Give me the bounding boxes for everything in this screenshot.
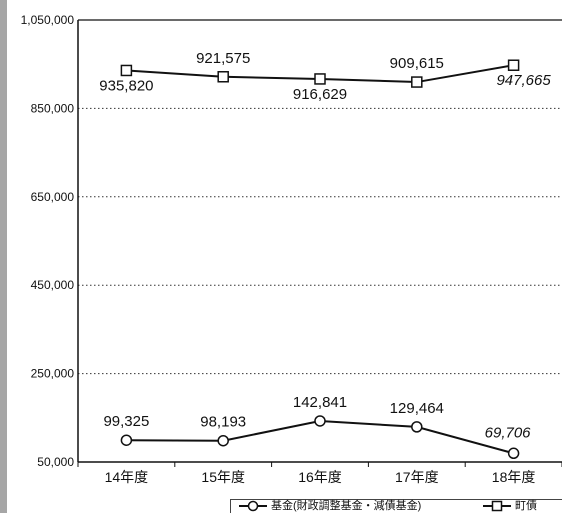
point-1-0	[120, 64, 133, 77]
point-1-4	[507, 59, 520, 71]
point-1-3	[411, 76, 423, 88]
point-0-0	[120, 434, 133, 446]
data-label-1-0: 935,820	[99, 77, 153, 94]
y-tick-label-2: 450,000	[31, 278, 75, 292]
y-tick-label-0: 50,000	[37, 455, 74, 469]
legend: 基金(財政調整基金・減債基金) 町債	[230, 499, 562, 513]
point-0-1	[217, 434, 229, 447]
y-tick-label-1: 250,000	[31, 367, 75, 381]
legend-label-bond: 町債	[515, 500, 537, 512]
data-label-0-3: 129,464	[390, 400, 444, 417]
x-tick-label-0: 14年度	[105, 469, 149, 485]
data-label-0-1: 98,193	[200, 414, 246, 431]
legend-circle-marker-icon	[239, 500, 267, 512]
legend-label-fund: 基金(財政調整基金・減債基金)	[271, 500, 422, 512]
y-tick-label-3: 650,000	[31, 190, 75, 204]
point-1-1	[217, 71, 229, 83]
data-label-1-2: 916,629	[293, 86, 347, 103]
x-tick-label-2: 16年度	[298, 469, 342, 485]
data-label-0-4: 69,706	[485, 424, 532, 441]
x-tick-label-3: 17年度	[395, 469, 439, 485]
y-tick-label-5: 1,050,000	[21, 13, 75, 27]
x-tick-label-4: 18年度	[492, 469, 536, 485]
point-1-2	[314, 73, 326, 85]
y-tick-label-4: 850,000	[31, 101, 75, 115]
data-label-1-4: 947,665	[496, 72, 551, 89]
left-border-bar	[0, 0, 7, 513]
point-0-2	[314, 415, 326, 427]
point-0-3	[411, 421, 423, 433]
data-label-0-0: 99,325	[103, 413, 149, 430]
point-0-4	[507, 447, 520, 460]
data-label-1-3: 909,615	[390, 55, 444, 72]
data-label-0-2: 142,841	[293, 394, 347, 411]
data-label-1-1: 921,575	[196, 50, 250, 67]
legend-square-marker-icon	[483, 500, 511, 512]
x-tick-label-1: 15年度	[201, 469, 245, 485]
